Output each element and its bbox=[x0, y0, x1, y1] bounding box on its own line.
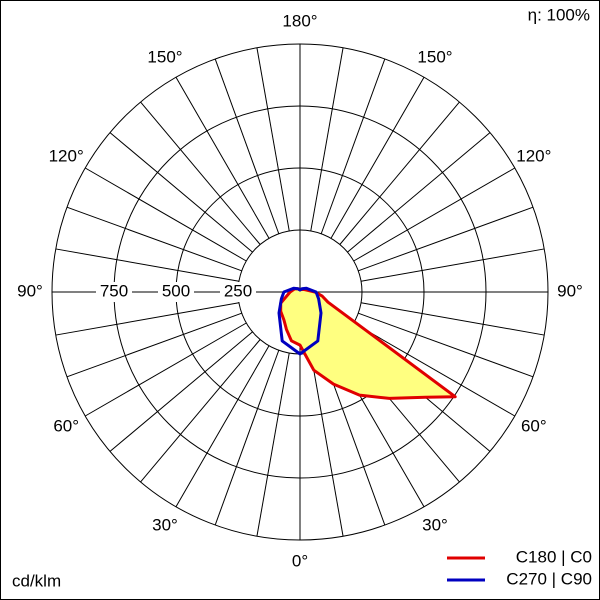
spoke bbox=[353, 167, 516, 262]
spoke bbox=[353, 322, 516, 417]
legend-label: C180 | C0 bbox=[516, 547, 592, 566]
angle-label: 0° bbox=[292, 551, 308, 570]
spoke bbox=[339, 101, 460, 245]
spoke bbox=[66, 312, 242, 378]
r-tick-label: 750 bbox=[100, 281, 128, 300]
spoke bbox=[330, 76, 425, 239]
curve bbox=[277, 286, 323, 356]
spoke bbox=[214, 58, 280, 234]
angle-label: 90° bbox=[557, 281, 583, 300]
spoke bbox=[66, 206, 242, 272]
spoke bbox=[360, 302, 545, 336]
spoke bbox=[358, 206, 534, 272]
spoke bbox=[256, 47, 290, 232]
label-bg bbox=[220, 282, 256, 302]
spoke bbox=[140, 101, 261, 245]
label-bg bbox=[96, 282, 132, 302]
angle-label: 30° bbox=[422, 515, 448, 534]
spoke bbox=[109, 132, 253, 253]
spoke bbox=[360, 248, 545, 282]
angle-label: 60° bbox=[521, 416, 547, 435]
r-tick-label: 500 bbox=[162, 281, 190, 300]
curve bbox=[279, 287, 457, 400]
unit-label: cd/klm bbox=[12, 571, 61, 590]
label-bg bbox=[158, 282, 194, 302]
spoke bbox=[214, 350, 280, 526]
spoke bbox=[310, 47, 344, 232]
spoke bbox=[55, 302, 240, 336]
spoke bbox=[310, 352, 344, 537]
spoke bbox=[320, 58, 386, 234]
efficiency: η: 100% bbox=[528, 5, 590, 24]
spoke bbox=[175, 76, 270, 239]
spoke bbox=[256, 352, 290, 537]
angle-label: 150° bbox=[147, 48, 182, 67]
spoke bbox=[140, 339, 261, 483]
spoke bbox=[175, 345, 270, 508]
spoke bbox=[347, 132, 491, 253]
spoke bbox=[358, 312, 534, 378]
angle-label: 60° bbox=[53, 416, 79, 435]
r-tick-label: 250 bbox=[224, 281, 252, 300]
spoke bbox=[84, 322, 247, 417]
angle-label: 180° bbox=[282, 11, 317, 30]
label-bg bbox=[10, 282, 50, 302]
spoke bbox=[84, 167, 247, 262]
angle-label: 120° bbox=[49, 146, 84, 165]
spoke bbox=[55, 248, 240, 282]
legend-label: C270 | C90 bbox=[506, 569, 592, 588]
angle-label: 30° bbox=[152, 515, 178, 534]
angle-label: 120° bbox=[516, 146, 551, 165]
label-bg bbox=[550, 282, 590, 302]
angle-label: 90° bbox=[17, 281, 43, 300]
angle-label: 150° bbox=[417, 48, 452, 67]
spoke bbox=[109, 331, 253, 452]
